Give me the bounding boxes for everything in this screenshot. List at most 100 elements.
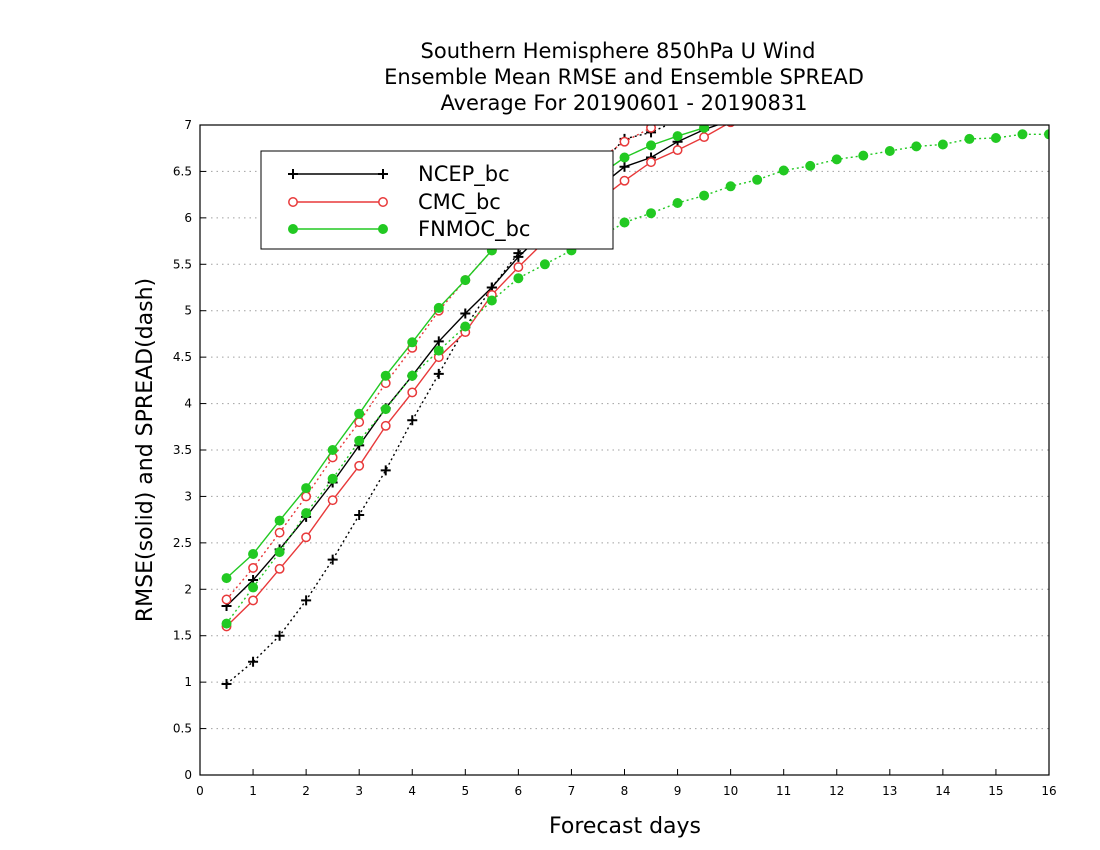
data-point <box>699 125 710 133</box>
data-point <box>619 217 630 228</box>
data-point <box>433 336 444 347</box>
data-point <box>380 370 391 381</box>
data-point <box>1044 129 1049 140</box>
y-tick-label: 6.5 <box>173 164 192 178</box>
data-point <box>646 208 657 219</box>
x-tick-label: 1 <box>249 784 257 798</box>
data-point <box>407 415 418 426</box>
data-point <box>937 139 948 150</box>
data-point <box>274 515 285 526</box>
legend-entry-ncep-bc: NCEP_bc <box>288 162 510 187</box>
data-point <box>221 594 232 605</box>
y-tick-label: 7 <box>184 118 192 132</box>
y-tick-label: 2 <box>184 582 192 596</box>
y-axis-label: RMSE(solid) and SPREAD(dash) <box>133 278 158 622</box>
data-point <box>513 273 524 284</box>
y-tick-label: 0.5 <box>173 722 192 736</box>
legend-entry-fnmoc-bc: FNMOC_bc <box>288 217 530 242</box>
data-point <box>301 483 312 494</box>
data-point <box>672 145 683 156</box>
data-point <box>248 595 259 606</box>
series-fnmoc-bc-spread <box>221 129 1049 629</box>
data-point <box>433 302 444 313</box>
data-point <box>274 630 285 641</box>
grid-lines <box>200 170 1049 730</box>
data-point <box>380 420 391 431</box>
data-point <box>407 370 418 381</box>
data-point <box>354 460 365 471</box>
data-point <box>486 295 497 306</box>
x-tick-label: 15 <box>988 784 1003 798</box>
y-tick-label: 1.5 <box>173 629 192 643</box>
data-point <box>513 262 524 273</box>
data-point <box>729 125 732 126</box>
data-point <box>676 125 679 126</box>
axis-ticks: 00.511.522.533.544.555.566.570 1 2 3 4 5 6 7 8 9 1… <box>173 118 1057 798</box>
legend-marker <box>288 197 298 207</box>
data-point <box>327 445 338 455</box>
data-point <box>301 595 312 606</box>
data-point <box>460 275 471 286</box>
legend-label: CMC_bc <box>418 190 501 215</box>
data-point <box>433 368 444 379</box>
chart-title-line-3: Average For 20190601 - 20190831 <box>440 91 807 115</box>
data-point <box>407 337 418 348</box>
data-point <box>513 248 524 259</box>
data-point <box>778 165 789 176</box>
data-point <box>858 150 869 161</box>
data-point <box>301 491 312 502</box>
x-tick-label: 9 <box>674 784 682 798</box>
data-point <box>354 510 365 520</box>
x-tick-label: 3 <box>355 784 363 798</box>
data-point <box>805 160 816 171</box>
data-point <box>672 131 683 142</box>
data-point <box>301 532 312 543</box>
data-point <box>433 345 444 356</box>
x-tick-label: 13 <box>882 784 897 798</box>
y-tick-label: 5 <box>184 304 192 318</box>
data-point <box>380 465 391 476</box>
legend-label: FNMOC_bc <box>418 217 530 242</box>
legend-marker <box>378 224 388 234</box>
data-point <box>831 154 842 165</box>
x-tick-label: 7 <box>568 784 576 798</box>
data-point <box>221 618 232 629</box>
series-line-ncep-bc-spread <box>226 125 670 685</box>
x-tick-label: 16 <box>1041 784 1056 798</box>
data-point <box>539 259 550 270</box>
x-tick-label: 12 <box>829 784 844 798</box>
data-point <box>248 562 259 573</box>
data-point <box>380 404 391 415</box>
data-point <box>646 140 657 151</box>
data-point <box>725 181 736 192</box>
data-point <box>884 146 895 156</box>
data-point <box>354 417 365 428</box>
data-point <box>672 198 683 208</box>
y-tick-label: 5.5 <box>173 257 192 271</box>
data-point <box>327 495 338 506</box>
x-axis-label: Forecast days <box>549 814 701 839</box>
legend-entry-cmc-bc: CMC_bc <box>288 190 501 215</box>
x-tick-label: 0 <box>196 784 204 798</box>
data-point <box>699 190 710 201</box>
data-point <box>646 125 656 133</box>
x-tick-label: 14 <box>935 784 950 798</box>
legend-marker <box>378 197 388 207</box>
chart-title: Southern Hemisphere 850hPa U Wind Ensemb… <box>384 39 864 115</box>
data-point <box>699 132 710 143</box>
data-point <box>354 408 365 419</box>
y-tick-label: 4 <box>184 397 192 411</box>
data-point <box>964 133 975 144</box>
data-point <box>248 582 259 593</box>
y-tick-label: 3.5 <box>173 443 192 457</box>
y-tick-label: 2.5 <box>173 536 192 550</box>
data-point <box>990 133 1001 143</box>
legend-box <box>260 150 614 250</box>
data-point <box>274 563 285 574</box>
y-tick-label: 6 <box>184 211 192 225</box>
data-point <box>460 308 471 319</box>
data-point <box>327 473 338 484</box>
data-point <box>619 161 630 172</box>
data-point <box>752 174 763 185</box>
legend-marker <box>288 169 298 179</box>
